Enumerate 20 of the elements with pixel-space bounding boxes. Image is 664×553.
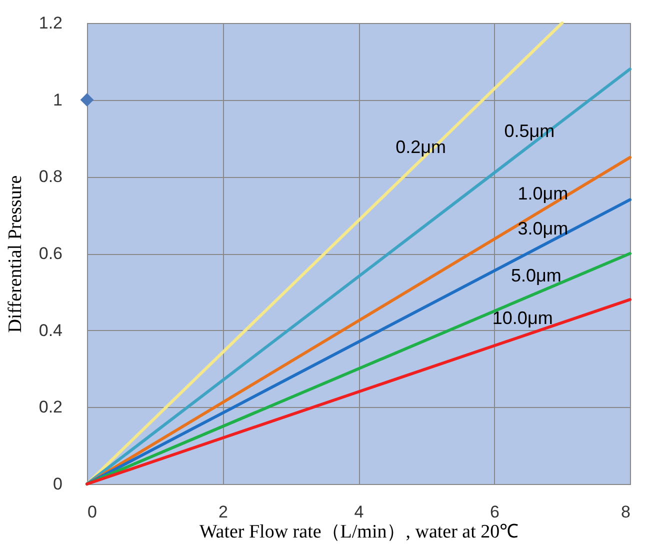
y-tick-label: 1.2 xyxy=(38,14,62,32)
x-tick-label: 6 xyxy=(490,502,500,522)
x-tick-label: 4 xyxy=(354,502,364,522)
y-tick-label: 1 xyxy=(53,90,62,110)
y-tick-label: 0 xyxy=(53,474,62,494)
y-tick-label: 0.6 xyxy=(38,244,62,263)
x-tick-label: 8 xyxy=(621,502,630,522)
series-label: 0.5μm xyxy=(504,121,555,142)
series-label: 10.0μm xyxy=(492,308,553,328)
y-tick-label: 0.8 xyxy=(38,167,62,186)
series-label: 3.0μm xyxy=(518,218,568,238)
x-tick-label: 2 xyxy=(218,502,228,522)
y-tick-label: 0.2 xyxy=(38,398,62,417)
series-label: 0.2μm xyxy=(396,136,446,157)
y-tick-label: 0.4 xyxy=(38,320,62,340)
series-label: 5.0μm xyxy=(510,266,562,286)
x-axis-title: Water Flow rate（L/min）, water at 20℃ xyxy=(199,522,519,542)
series-label: 1.0μm xyxy=(518,184,568,204)
x-tick-label: 0 xyxy=(88,502,97,522)
y-axis-title: Differential Pressure xyxy=(4,175,26,333)
